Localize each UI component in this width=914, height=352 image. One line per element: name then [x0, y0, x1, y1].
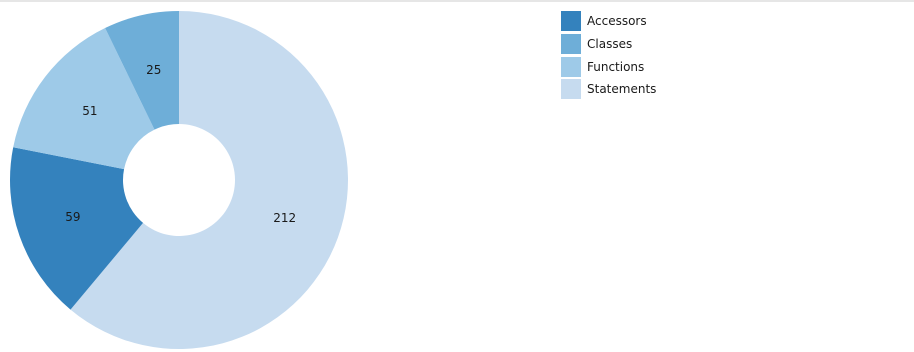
slice-functions [13, 28, 155, 170]
slice-statements [70, 11, 349, 349]
slice-label-statements: 212 [273, 211, 296, 225]
legend-label: Accessors [587, 14, 647, 29]
legend-label: Classes [587, 37, 633, 52]
slice-accessors [10, 147, 144, 310]
legend-swatch [561, 56, 581, 77]
legend-item-functions: Functions [561, 55, 656, 78]
slice-label-functions: 51 [82, 104, 97, 118]
legend-swatch [561, 79, 581, 100]
legend-label: Functions [587, 59, 645, 74]
chart-legend: Accessors Classes Functions Statements [561, 10, 656, 101]
legend-swatch [561, 11, 581, 32]
legend-item-accessors: Accessors [561, 10, 656, 33]
legend-label: Statements [587, 82, 657, 97]
legend-item-statements: Statements [561, 78, 656, 101]
slice-classes [105, 11, 179, 130]
top-divider [0, 0, 914, 2]
slice-label-classes: 25 [146, 63, 161, 77]
slice-label-accessors: 59 [65, 210, 80, 224]
legend-item-classes: Classes [561, 33, 656, 56]
legend-swatch [561, 34, 581, 55]
